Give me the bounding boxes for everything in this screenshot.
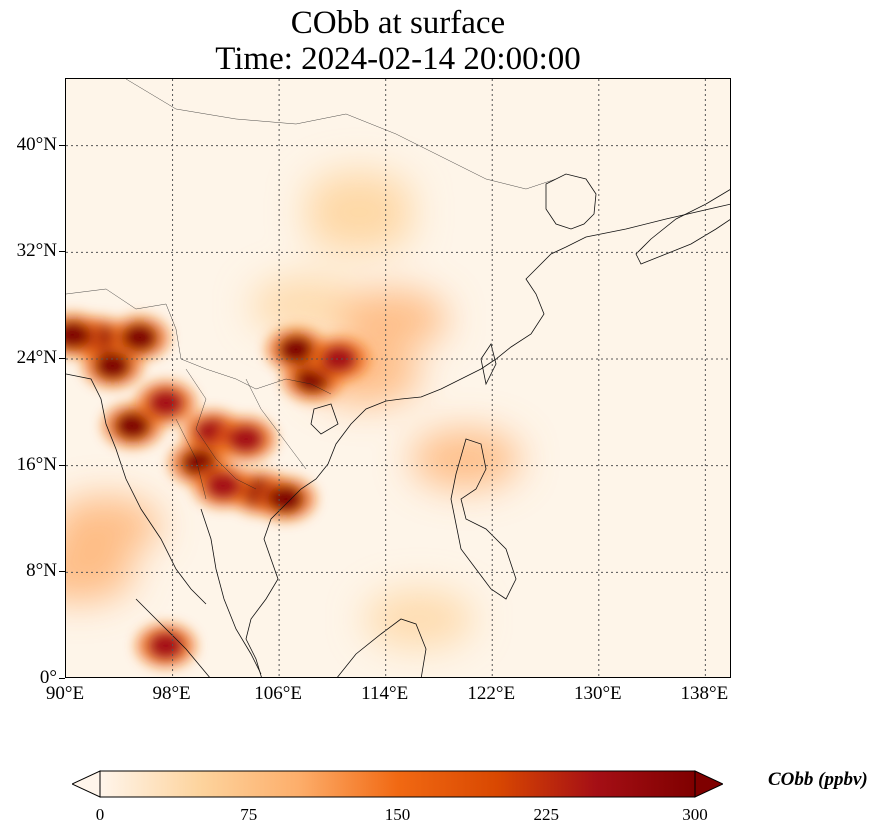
lat-tick-mark — [59, 251, 65, 253]
lon-tick-label: 114°E — [361, 683, 409, 704]
colorbar-extend-max — [694, 770, 723, 798]
hotspot-core — [147, 389, 184, 417]
plume-region — [66, 495, 161, 556]
colorbar-tick-label: 150 — [384, 805, 411, 824]
lat-tick-label: 8°N — [26, 560, 57, 582]
colorbar — [72, 770, 723, 798]
lon-tick-label: 138°E — [680, 683, 729, 704]
lat-tick-mark — [59, 144, 65, 146]
hotspot-core — [267, 485, 304, 513]
lat-tick-label: 0° — [39, 667, 57, 688]
plume-region — [66, 542, 135, 603]
lat-tick-mark — [59, 678, 65, 679]
colorbar-tick-label: 300 — [682, 805, 708, 824]
lat-tick-mark — [59, 571, 65, 573]
coastline-hainan — [310, 403, 339, 435]
lat-tick-label: 16°N — [16, 453, 57, 475]
hotspot-core — [121, 323, 158, 352]
coastline-layer — [66, 173, 730, 677]
colorbar-extend-min — [72, 770, 101, 798]
lon-tick-label: 90°E — [45, 683, 85, 704]
map-subtitle-time: Time: 2024-02-14 20:00:00 — [215, 41, 581, 77]
plume-region — [304, 169, 415, 229]
lon-tick-label: 106°E — [254, 683, 302, 704]
lon-tick-label: 122°E — [467, 683, 516, 704]
coastline-borneo — [337, 618, 427, 677]
colorbar-tick-label: 0 — [95, 805, 105, 824]
plume-region — [363, 589, 474, 649]
coastline-philippines — [450, 438, 517, 600]
hotspot-core — [205, 471, 242, 500]
lat-tick-label: 32°N — [16, 240, 57, 262]
concentration-hotspot-layer — [66, 313, 370, 668]
colorbar-tick-label: 75 — [240, 805, 258, 824]
hotspot-core — [321, 345, 358, 373]
lat-tick-mark — [59, 358, 65, 359]
lon-tick-label: 98°E — [152, 683, 191, 704]
coastline-bay-of-bengal — [66, 373, 207, 605]
plume-region — [250, 275, 361, 336]
coastline-taiwan — [480, 343, 497, 386]
colorbar-tick-label: 225 — [533, 805, 560, 824]
hotspot-core — [147, 631, 184, 660]
plume-region — [337, 289, 448, 349]
gridlines — [66, 79, 730, 677]
hotspot-core — [114, 411, 151, 440]
coastline-sumatra — [135, 598, 210, 677]
hotspot-core — [66, 321, 91, 349]
coastline-malay — [200, 508, 262, 675]
country-border-layer — [66, 79, 557, 500]
map-plot-area — [65, 78, 731, 678]
lat-tick-mark — [59, 464, 65, 466]
coastline-east-asia — [245, 203, 730, 677]
colorbar-gradient — [99, 770, 696, 798]
lon-tick-label: 130°E — [573, 683, 622, 704]
map-canvas — [66, 79, 730, 677]
lat-tick-label: 40°N — [16, 133, 57, 155]
map-title: CObb at surface — [290, 5, 506, 41]
lat-tick-label: 24°N — [16, 347, 57, 368]
coastline-korea — [545, 173, 597, 230]
coastline-japan — [635, 189, 730, 265]
hotspot-core — [278, 335, 315, 364]
colorbar-title: CObb (ppbv) — [768, 769, 868, 790]
hotspot-core — [94, 351, 131, 380]
plume-region — [410, 429, 521, 489]
hotspot-core — [227, 425, 264, 453]
